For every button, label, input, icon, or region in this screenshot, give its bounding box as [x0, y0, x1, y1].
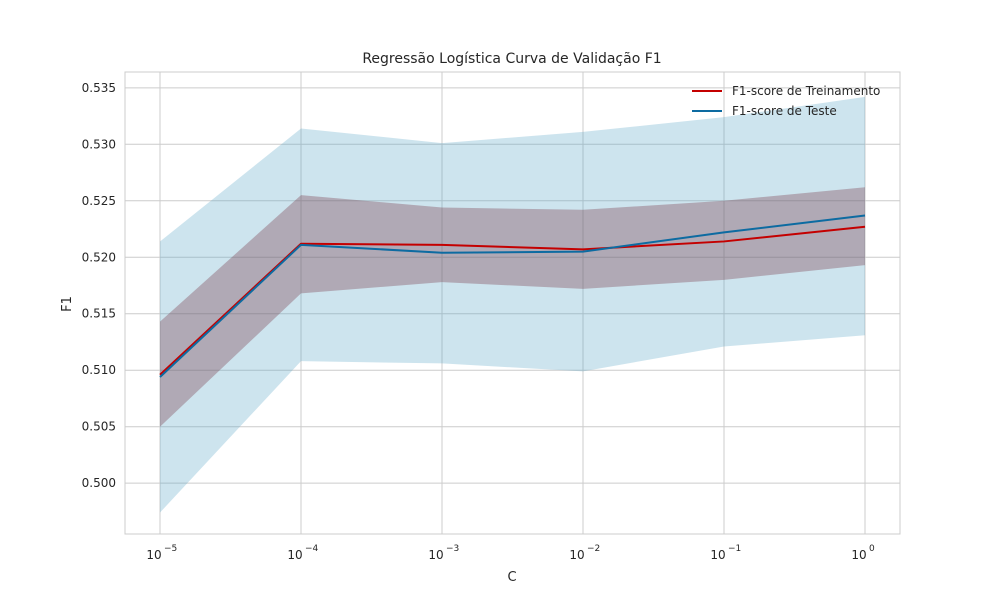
y-tick-label: 0.520 [82, 250, 116, 264]
x-tick-label: 10 [287, 548, 302, 562]
x-tick-exponent: −4 [305, 544, 319, 554]
y-tick-label: 0.510 [82, 363, 116, 377]
y-tick-label: 0.505 [82, 420, 116, 434]
grid [125, 72, 900, 534]
x-tick-label: 10 [569, 548, 584, 562]
plot-area [124, 71, 901, 535]
y-tick-label: 0.535 [82, 81, 116, 95]
x-tick-exponent: −5 [164, 544, 177, 554]
legend: F1-score de Treinamento F1-score de Teste [692, 84, 880, 118]
x-axis-ticks: 10 −5 10 −4 10 −3 10 −2 10 −1 10 0 [146, 544, 875, 562]
x-tick-exponent: −3 [446, 544, 459, 554]
series-lines [159, 214, 866, 378]
y-tick-label: 0.530 [82, 137, 116, 151]
y-axis-label: F1 [60, 296, 75, 312]
series-line-test [159, 214, 866, 378]
legend-label-train: F1-score de Treinamento [732, 84, 880, 98]
confidence-band-test [160, 96, 865, 513]
x-tick-exponent: −1 [728, 544, 741, 554]
x-tick-label: 10 [710, 548, 725, 562]
y-axis-ticks: 0.500 0.505 0.510 0.515 0.520 0.525 0.530 0.535 [82, 81, 116, 490]
y-tick-label: 0.525 [82, 194, 116, 208]
x-tick-exponent: −2 [587, 544, 600, 554]
y-tick-label: 0.515 [82, 307, 116, 321]
x-tick-exponent: 0 [869, 544, 875, 554]
y-tick-label: 0.500 [82, 476, 116, 490]
legend-label-test: F1-score de Teste [732, 104, 837, 118]
chart-title: Regressão Logística Curva de Validação F… [362, 51, 661, 67]
x-tick-label: 10 [428, 548, 443, 562]
x-tick-label: 10 [851, 548, 866, 562]
x-tick-label: 10 [146, 548, 161, 562]
x-axis-label: C [507, 570, 516, 585]
